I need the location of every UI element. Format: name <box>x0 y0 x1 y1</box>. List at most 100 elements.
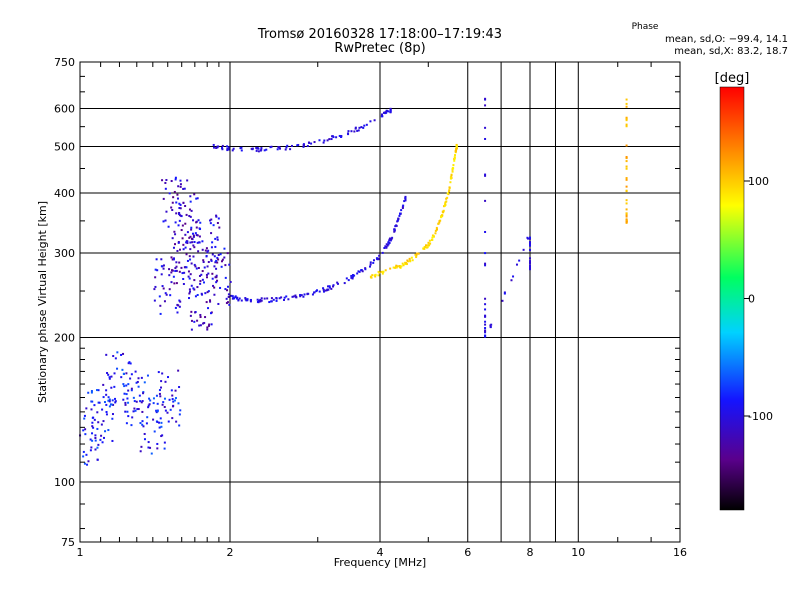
chart-title: Tromsø 20160328 17:18:00–17:19:43 <box>257 27 503 42</box>
data-point <box>108 400 111 403</box>
data-point <box>172 196 175 199</box>
data-point <box>369 276 372 279</box>
data-point <box>343 282 346 285</box>
data-point <box>484 314 487 317</box>
data-point <box>189 215 192 218</box>
data-point <box>93 418 96 421</box>
data-point <box>276 148 279 151</box>
x-axis-label: Frequency [MHz] <box>334 556 426 569</box>
data-point <box>114 357 117 360</box>
data-point <box>416 252 419 255</box>
data-point <box>455 149 458 152</box>
data-point <box>175 420 178 423</box>
data-point <box>128 361 131 364</box>
data-point <box>196 293 199 296</box>
y-tick-label: 600 <box>54 103 75 116</box>
data-point <box>383 111 386 114</box>
data-point <box>197 219 200 222</box>
data-point <box>354 127 357 130</box>
data-point <box>625 119 628 122</box>
data-point <box>111 417 114 420</box>
data-point <box>108 376 111 379</box>
data-point <box>383 246 386 249</box>
data-point <box>163 405 166 408</box>
data-point <box>256 298 259 301</box>
data-point <box>215 267 218 270</box>
y-axis-label: Stationary phase Virtual Height [km] <box>36 201 49 403</box>
data-point <box>162 197 165 200</box>
data-point <box>183 271 186 274</box>
data-point <box>168 274 171 277</box>
data-point <box>484 323 487 326</box>
data-point <box>168 398 171 401</box>
data-point <box>203 321 206 324</box>
data-point <box>140 445 143 448</box>
data-point <box>179 300 182 303</box>
data-point <box>179 179 182 182</box>
data-point <box>154 268 157 271</box>
data-point <box>450 174 453 177</box>
data-point <box>207 324 210 327</box>
data-point <box>226 149 229 152</box>
data-point <box>214 261 217 264</box>
data-point <box>108 377 111 380</box>
data-point <box>249 300 252 303</box>
data-point <box>185 266 188 269</box>
data-point <box>280 296 283 299</box>
data-point <box>286 144 289 147</box>
data-point <box>220 260 223 263</box>
data-point <box>125 422 128 425</box>
data-point <box>136 408 139 411</box>
data-point <box>441 214 444 217</box>
data-point <box>152 418 155 421</box>
data-point <box>400 209 403 212</box>
data-point <box>161 372 164 375</box>
data-point <box>228 303 231 306</box>
data-point <box>225 302 228 305</box>
data-point <box>141 420 144 423</box>
data-point <box>417 252 420 255</box>
data-point <box>91 432 94 435</box>
data-point <box>625 214 628 217</box>
data-point <box>392 266 395 269</box>
data-point <box>174 233 177 236</box>
data-point <box>156 447 159 450</box>
data-point <box>406 259 409 262</box>
x-axis-ticks: 1 2 4 6 8 10 16 <box>77 62 687 559</box>
data-point <box>178 202 181 205</box>
data-point <box>215 281 218 284</box>
data-point <box>83 414 86 417</box>
data-point <box>116 351 119 354</box>
data-point <box>135 400 138 403</box>
data-point <box>237 299 240 302</box>
data-point <box>196 197 199 200</box>
data-point <box>389 109 392 112</box>
data-point <box>178 305 181 308</box>
data-point <box>196 234 199 237</box>
data-point <box>156 402 159 405</box>
data-point <box>103 401 106 404</box>
data-point <box>389 267 392 270</box>
data-point <box>484 327 487 330</box>
data-point <box>484 262 487 265</box>
data-point <box>194 311 197 314</box>
data-point <box>625 123 628 126</box>
data-point <box>394 266 397 269</box>
data-point <box>148 403 151 406</box>
data-point <box>198 324 201 327</box>
data-point <box>200 273 203 276</box>
data-point <box>179 183 182 186</box>
data-point <box>216 256 219 259</box>
data-point <box>105 403 108 406</box>
data-point <box>107 399 110 402</box>
data-point <box>446 196 449 199</box>
data-point <box>94 439 97 442</box>
data-point <box>226 285 229 288</box>
data-point <box>215 215 218 218</box>
data-point <box>217 253 220 256</box>
data-point <box>212 143 215 146</box>
data-point <box>91 439 94 442</box>
data-point <box>387 241 390 244</box>
data-point <box>160 265 163 268</box>
data-point <box>85 407 88 410</box>
